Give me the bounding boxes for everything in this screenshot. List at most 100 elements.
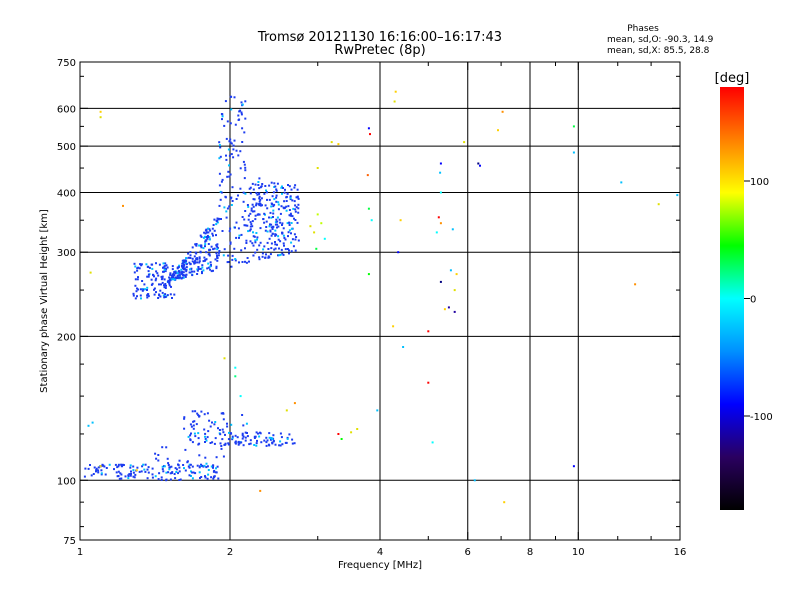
data-point — [252, 254, 255, 257]
data-point — [296, 188, 299, 191]
data-point — [251, 210, 254, 213]
data-point — [266, 207, 269, 210]
data-point — [270, 216, 273, 219]
data-point — [185, 273, 188, 276]
data-point — [316, 167, 319, 169]
data-point — [178, 459, 181, 462]
data-point — [270, 205, 273, 208]
data-point — [206, 477, 209, 480]
data-point — [172, 278, 175, 281]
data-point — [146, 286, 149, 289]
data-point — [281, 224, 283, 226]
data-point — [219, 198, 222, 201]
data-point — [265, 444, 268, 447]
data-point — [191, 441, 194, 444]
data-point — [277, 208, 280, 211]
data-point — [199, 267, 202, 270]
data-point — [265, 436, 268, 439]
data-point — [287, 184, 289, 186]
data-points — [83, 90, 679, 504]
data-point — [247, 214, 250, 217]
data-point — [198, 256, 201, 259]
data-point — [214, 471, 217, 474]
data-point — [84, 467, 87, 470]
data-point — [283, 191, 286, 194]
data-point — [195, 423, 198, 426]
data-point — [443, 308, 446, 311]
data-point — [185, 263, 188, 266]
data-point — [213, 218, 216, 221]
data-point — [198, 261, 201, 264]
data-point — [290, 188, 293, 191]
data-point — [181, 266, 184, 269]
data-point — [207, 262, 210, 265]
data-point — [367, 127, 370, 130]
data-point — [294, 238, 297, 241]
phase-stats-o: mean, sd,O: -90.3, 14.9 — [607, 35, 714, 45]
data-point — [294, 219, 297, 221]
data-point — [293, 442, 296, 445]
data-point — [275, 196, 278, 199]
data-point — [170, 472, 173, 474]
data-point — [191, 477, 194, 480]
data-point — [228, 140, 231, 143]
data-point — [180, 271, 183, 274]
data-point — [256, 236, 259, 239]
data-point — [253, 235, 256, 238]
data-point — [274, 243, 277, 246]
data-point — [271, 203, 274, 206]
data-point — [255, 232, 258, 234]
data-point — [259, 227, 262, 230]
data-point — [275, 189, 278, 192]
data-point — [155, 270, 158, 273]
y-tick-label: 75 — [63, 536, 76, 547]
data-point — [215, 265, 218, 268]
data-point — [439, 222, 442, 225]
data-point — [297, 207, 300, 210]
data-point — [264, 256, 267, 259]
data-point — [285, 196, 288, 199]
colorbar-tick-label: 0 — [750, 295, 756, 306]
data-point — [221, 230, 224, 232]
data-point — [209, 442, 212, 444]
data-point — [103, 465, 106, 468]
data-point — [273, 182, 276, 185]
data-point — [258, 203, 261, 205]
data-point — [224, 100, 227, 103]
data-point — [248, 187, 251, 190]
data-point — [254, 218, 257, 221]
data-point — [297, 239, 300, 242]
data-point — [264, 185, 267, 187]
data-point — [174, 467, 177, 470]
data-point — [194, 261, 197, 264]
data-point — [133, 271, 136, 274]
data-point — [162, 262, 165, 265]
data-point — [134, 265, 137, 268]
data-point — [264, 204, 267, 207]
data-point — [180, 277, 183, 280]
data-point — [99, 110, 102, 113]
data-point — [219, 190, 222, 193]
data-point — [198, 454, 201, 457]
data-point — [366, 174, 369, 177]
data-point — [207, 473, 210, 476]
data-point — [137, 266, 140, 269]
data-point — [275, 218, 278, 221]
data-point — [192, 427, 195, 430]
y-tick-label: 100 — [57, 476, 76, 487]
data-point — [237, 227, 240, 230]
data-point — [163, 286, 166, 289]
data-point — [288, 185, 291, 188]
data-point — [147, 471, 150, 474]
data-point — [249, 228, 252, 231]
data-point — [124, 475, 127, 478]
data-point — [239, 395, 242, 398]
data-point — [143, 468, 146, 471]
data-point — [196, 273, 199, 275]
data-point — [192, 420, 195, 423]
phase-stats-x: mean, sd,X: 85.5, 28.8 — [607, 46, 710, 56]
data-point — [164, 283, 167, 285]
data-point — [340, 438, 343, 440]
data-point — [208, 236, 211, 238]
data-point — [178, 466, 181, 469]
